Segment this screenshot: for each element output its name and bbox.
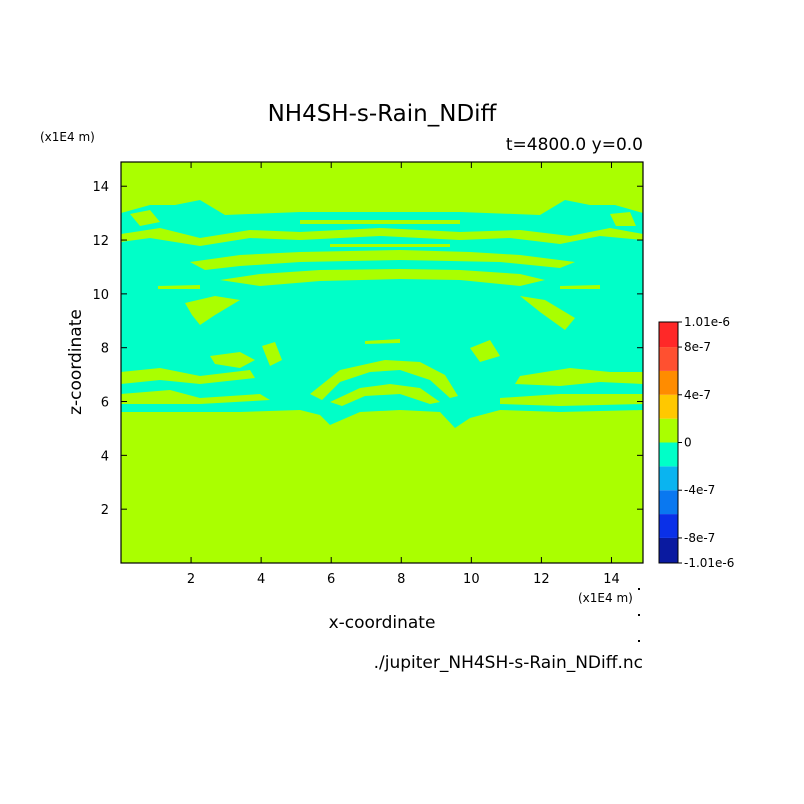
field-region-background (610, 212, 636, 226)
colorbar-segment (659, 466, 678, 491)
colorbar-segment (659, 514, 678, 538)
x-tick-label: 10 (463, 572, 480, 587)
field-region-background (262, 342, 282, 366)
field-shapes (121, 200, 643, 428)
colorbar-segment (659, 418, 678, 443)
y-tick-label: 12 (92, 234, 109, 249)
field-region-background (500, 394, 643, 406)
chart-title: NH4SH-s-Rain_NDiff (268, 101, 498, 127)
field-region-background (220, 269, 545, 286)
field-region-background (158, 285, 200, 289)
field-region-background (130, 210, 160, 226)
dot-mark (638, 588, 640, 590)
x-axis: 2 4 6 8 10 12 14 (187, 162, 620, 587)
y-tick-label: 14 (92, 180, 109, 195)
source-filename: ./jupiter_NH4SH-s-Rain_NDiff.nc (374, 653, 643, 673)
field-region-background (210, 352, 255, 368)
y-axis-label: z-coordinate (66, 309, 86, 415)
colorbar-tick-label: -8e-7 (684, 531, 715, 545)
y-unit-label: (x1E4 m) (40, 130, 95, 144)
dot-marks (638, 588, 640, 642)
colorbar: 1.01e-6 8e-7 4e-7 0 -4e-7 -8e-7 -1.01e-6 (658, 315, 734, 570)
colorbar-segment (659, 347, 678, 371)
y-tick-label: 6 (101, 396, 109, 411)
colorbar-segment (659, 322, 678, 348)
dot-mark (638, 614, 640, 616)
field-region-background (121, 390, 270, 404)
x-axis-label: x-coordinate (329, 613, 436, 633)
field-region-background (300, 220, 460, 224)
field-region-background (121, 368, 255, 384)
colorbar-tick-label: 8e-7 (684, 340, 711, 354)
colorbar-segment (659, 442, 678, 467)
y-axis: 2 4 6 8 10 12 14 (92, 180, 643, 518)
field-region-background (520, 296, 575, 330)
chart-subtitle: t=4800.0 y=0.0 (506, 135, 643, 155)
plot-frame (120, 161, 644, 564)
colorbar-segment (659, 394, 678, 419)
y-tick-label: 8 (101, 342, 109, 357)
plot-area (120, 161, 644, 564)
x-tick-label: 2 (187, 572, 195, 587)
x-tick-label: 12 (533, 572, 550, 587)
x-tick-label: 4 (257, 572, 265, 587)
dot-mark (638, 640, 640, 642)
field-region-background (190, 250, 575, 270)
field-region-background (121, 228, 643, 246)
x-tick-label: 14 (603, 572, 620, 587)
colorbar-tick-label: 0 (684, 436, 692, 450)
x-tick-label: 8 (397, 572, 405, 587)
colorbar-segment (659, 370, 678, 395)
field-region-background (470, 340, 500, 362)
x-tick-label: 6 (327, 572, 335, 587)
colorbar-segment (659, 490, 678, 515)
colorbar-segment (659, 537, 678, 563)
y-tick-label: 4 (101, 449, 109, 464)
y-tick-label: 10 (92, 288, 109, 303)
field-region-background (310, 360, 458, 400)
field-region-background (330, 384, 440, 406)
colorbar-tick-label: 1.01e-6 (684, 315, 730, 329)
colorbar-tick-label: -1.01e-6 (684, 556, 734, 570)
field-region-background (515, 368, 643, 386)
field-region-background (185, 296, 240, 325)
colorbar-tick-label: 4e-7 (684, 388, 711, 402)
field-region-background (330, 244, 450, 247)
field-region-background (560, 285, 600, 289)
field-region-background (365, 339, 400, 344)
x-unit-label: (x1E4 m) (578, 591, 633, 605)
y-tick-label: 2 (101, 503, 109, 518)
colorbar-tick-label: -4e-7 (684, 483, 715, 497)
